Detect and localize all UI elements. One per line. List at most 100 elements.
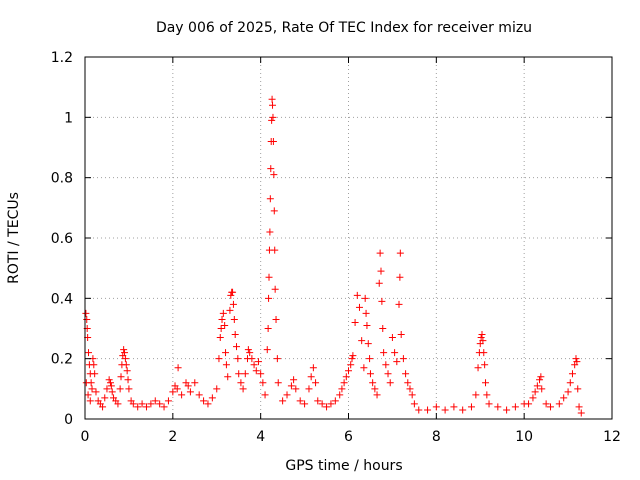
data-point <box>472 391 480 399</box>
data-point <box>264 325 272 332</box>
data-point <box>345 367 352 375</box>
data-point <box>121 355 129 363</box>
data-point <box>186 388 194 396</box>
data-point <box>266 228 274 236</box>
data-point <box>267 165 275 173</box>
data-point <box>318 400 326 408</box>
data-point <box>404 379 412 387</box>
data-point <box>191 379 199 387</box>
x-tick-label: 2 <box>168 429 177 445</box>
data-point <box>237 379 245 387</box>
data-point <box>292 385 300 393</box>
data-point <box>263 346 271 354</box>
data-point <box>164 397 172 405</box>
data-point <box>114 400 122 408</box>
data-point <box>271 246 279 254</box>
data-point <box>323 403 331 411</box>
data-point <box>120 346 128 354</box>
data-point <box>511 403 519 411</box>
data-point <box>482 379 490 387</box>
data-point <box>347 361 355 369</box>
data-point <box>216 334 224 342</box>
data-point <box>573 358 581 366</box>
data-point <box>85 349 93 357</box>
data-point <box>355 303 363 311</box>
data-point <box>395 300 403 308</box>
data-point <box>227 291 235 299</box>
data-point <box>261 391 269 399</box>
data-point <box>371 385 379 393</box>
data-point <box>270 171 278 179</box>
data-point <box>391 349 399 357</box>
data-point <box>234 355 242 363</box>
data-point <box>340 379 348 387</box>
data-point <box>274 379 282 387</box>
data-point <box>380 349 388 357</box>
data-point <box>226 306 234 314</box>
data-point <box>485 400 493 408</box>
x-tick-label: 0 <box>81 429 90 445</box>
data-point <box>222 349 230 357</box>
data-points <box>82 95 585 417</box>
y-tick-label: 0.2 <box>51 352 73 368</box>
data-point <box>349 352 357 360</box>
data-point <box>575 403 583 411</box>
data-point <box>269 113 277 121</box>
data-point <box>358 337 366 345</box>
y-axis-label: ROTI / TECUs <box>6 192 22 284</box>
data-point <box>283 391 291 399</box>
data-point <box>542 400 550 408</box>
data-point <box>369 379 377 387</box>
data-point <box>129 400 137 408</box>
data-point <box>82 309 90 317</box>
data-point <box>353 291 361 299</box>
data-point <box>269 101 277 109</box>
data-point <box>265 294 273 302</box>
data-point <box>239 385 247 393</box>
data-point <box>364 340 372 348</box>
data-point <box>116 385 124 393</box>
data-point <box>376 249 384 257</box>
y-tick-label: 0.4 <box>51 291 73 307</box>
data-point <box>84 391 92 399</box>
data-point <box>480 349 488 357</box>
grid-lines <box>85 57 612 419</box>
data-point <box>271 285 279 293</box>
data-point <box>327 400 335 408</box>
y-tick-label: 1 <box>64 110 73 126</box>
data-point <box>366 370 374 378</box>
data-point <box>178 391 186 399</box>
data-point <box>268 116 276 124</box>
data-point <box>231 331 239 339</box>
data-point <box>397 331 405 339</box>
data-point <box>296 397 304 405</box>
data-point <box>105 376 113 384</box>
data-point <box>537 373 545 381</box>
data-point <box>213 385 221 393</box>
data-point <box>566 379 574 387</box>
data-point <box>477 334 485 342</box>
data-point <box>432 403 440 411</box>
axis-ticks: 0 2 4 6 8 10 12 0 0.2 0.4 0.6 0.8 1 1.2 <box>51 50 621 445</box>
data-point <box>235 370 243 378</box>
data-point <box>101 394 109 402</box>
data-point <box>82 379 90 387</box>
data-point <box>342 373 350 381</box>
data-point <box>338 385 346 393</box>
data-point <box>555 400 563 408</box>
data-point <box>106 379 114 387</box>
data-point <box>408 391 416 399</box>
data-point <box>268 95 276 103</box>
data-point <box>301 400 309 408</box>
y-tick-label: 0 <box>64 412 73 428</box>
data-point <box>254 358 262 366</box>
data-point <box>270 207 278 215</box>
data-point <box>474 364 482 372</box>
data-point <box>360 364 368 372</box>
data-point <box>406 385 414 393</box>
data-point <box>229 288 237 296</box>
data-point <box>386 379 394 387</box>
data-point <box>174 364 182 372</box>
data-point <box>88 385 96 393</box>
data-point <box>244 346 252 354</box>
